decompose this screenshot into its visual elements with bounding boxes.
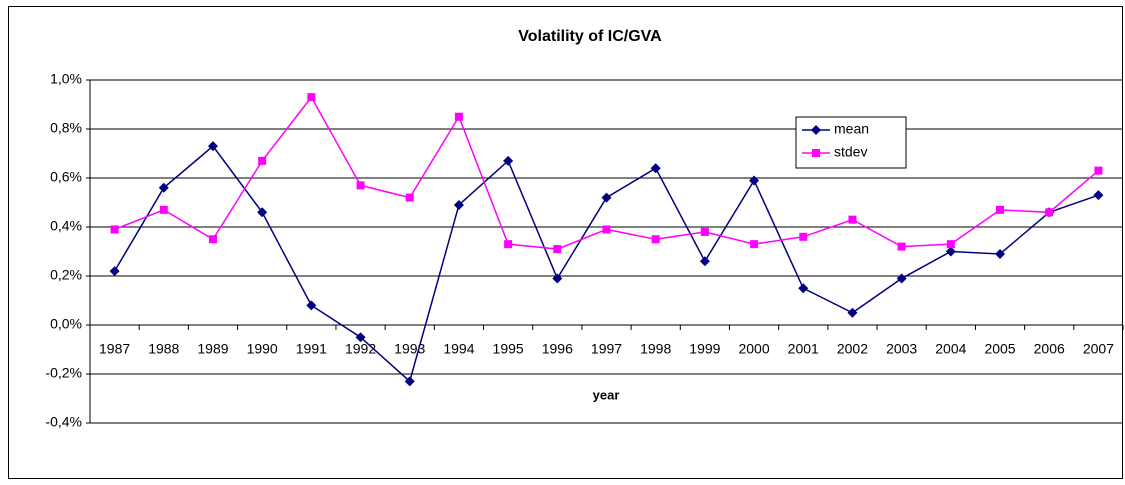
chart-title: Volatility of IC/GVA <box>518 28 662 45</box>
point <box>996 205 1005 214</box>
point <box>306 300 317 311</box>
point <box>453 199 464 210</box>
y-tick-label: 0,0% <box>50 316 82 332</box>
x-tick-label: 1999 <box>689 341 720 357</box>
point <box>110 225 119 234</box>
x-tick-label: 1996 <box>542 341 573 357</box>
point <box>1094 166 1103 175</box>
point <box>503 155 514 166</box>
y-tick-label: -0,2% <box>45 365 82 381</box>
point <box>356 181 365 190</box>
point <box>207 141 218 152</box>
y-tick-label: 0,6% <box>50 169 82 185</box>
legend-box <box>795 116 907 169</box>
point <box>1093 190 1104 201</box>
point <box>897 242 906 251</box>
point <box>257 207 268 218</box>
point <box>799 232 808 241</box>
point <box>109 266 120 277</box>
point <box>601 192 612 203</box>
y-tick-label: 0,4% <box>50 218 82 234</box>
point <box>159 205 168 214</box>
point <box>749 175 760 186</box>
x-tick-label: 2006 <box>1034 341 1065 357</box>
x-tick-label: 1997 <box>591 341 622 357</box>
point <box>158 182 169 193</box>
point <box>750 240 759 249</box>
point <box>307 93 316 102</box>
x-tick-label: 1994 <box>443 341 474 357</box>
legend-label: mean <box>834 121 869 137</box>
x-axis-title: year <box>593 387 620 402</box>
point <box>404 376 415 387</box>
point <box>208 235 217 244</box>
point <box>504 240 513 249</box>
point <box>650 163 661 174</box>
point <box>258 156 267 165</box>
point <box>355 332 366 343</box>
x-tick-label: 1995 <box>493 341 524 357</box>
point <box>896 273 907 284</box>
point <box>1045 208 1054 217</box>
x-tick-label: 2005 <box>984 341 1015 357</box>
x-tick-label: 2003 <box>886 341 917 357</box>
point <box>602 225 611 234</box>
x-tick-label: 1988 <box>148 341 179 357</box>
point <box>847 307 858 318</box>
legend-marker <box>811 125 821 135</box>
point <box>995 248 1006 259</box>
y-tick-label: 0,2% <box>50 267 82 283</box>
x-tick-label: 1991 <box>296 341 327 357</box>
y-tick-label: -0,4% <box>45 414 82 430</box>
x-tick-label: 1992 <box>345 341 376 357</box>
point <box>946 240 955 249</box>
point <box>699 256 710 267</box>
legend-label: stdev <box>834 144 867 160</box>
x-tick-label: 2002 <box>837 341 868 357</box>
x-tick-label: 1989 <box>197 341 228 357</box>
y-tick-label: 0,8% <box>50 120 82 136</box>
x-tick-label: 1987 <box>99 341 130 357</box>
x-tick-label: 2001 <box>788 341 819 357</box>
x-tick-label: 1998 <box>640 341 671 357</box>
chart-border <box>8 6 1123 479</box>
point <box>945 246 956 257</box>
x-tick-label: 1990 <box>247 341 278 357</box>
point <box>848 215 857 224</box>
point <box>552 273 563 284</box>
y-tick-label: 1,0% <box>50 71 82 87</box>
point <box>454 112 463 121</box>
legend-marker <box>812 149 820 157</box>
point <box>700 227 709 236</box>
point <box>651 235 660 244</box>
x-tick-label: 2007 <box>1083 341 1114 357</box>
point <box>405 193 414 202</box>
x-tick-label: 2000 <box>738 341 769 357</box>
point <box>553 245 562 254</box>
x-tick-label: 2004 <box>935 341 966 357</box>
point <box>798 283 809 294</box>
